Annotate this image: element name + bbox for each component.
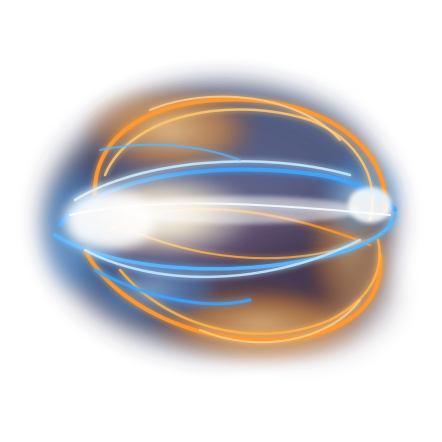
bright-core — [65, 170, 392, 260]
